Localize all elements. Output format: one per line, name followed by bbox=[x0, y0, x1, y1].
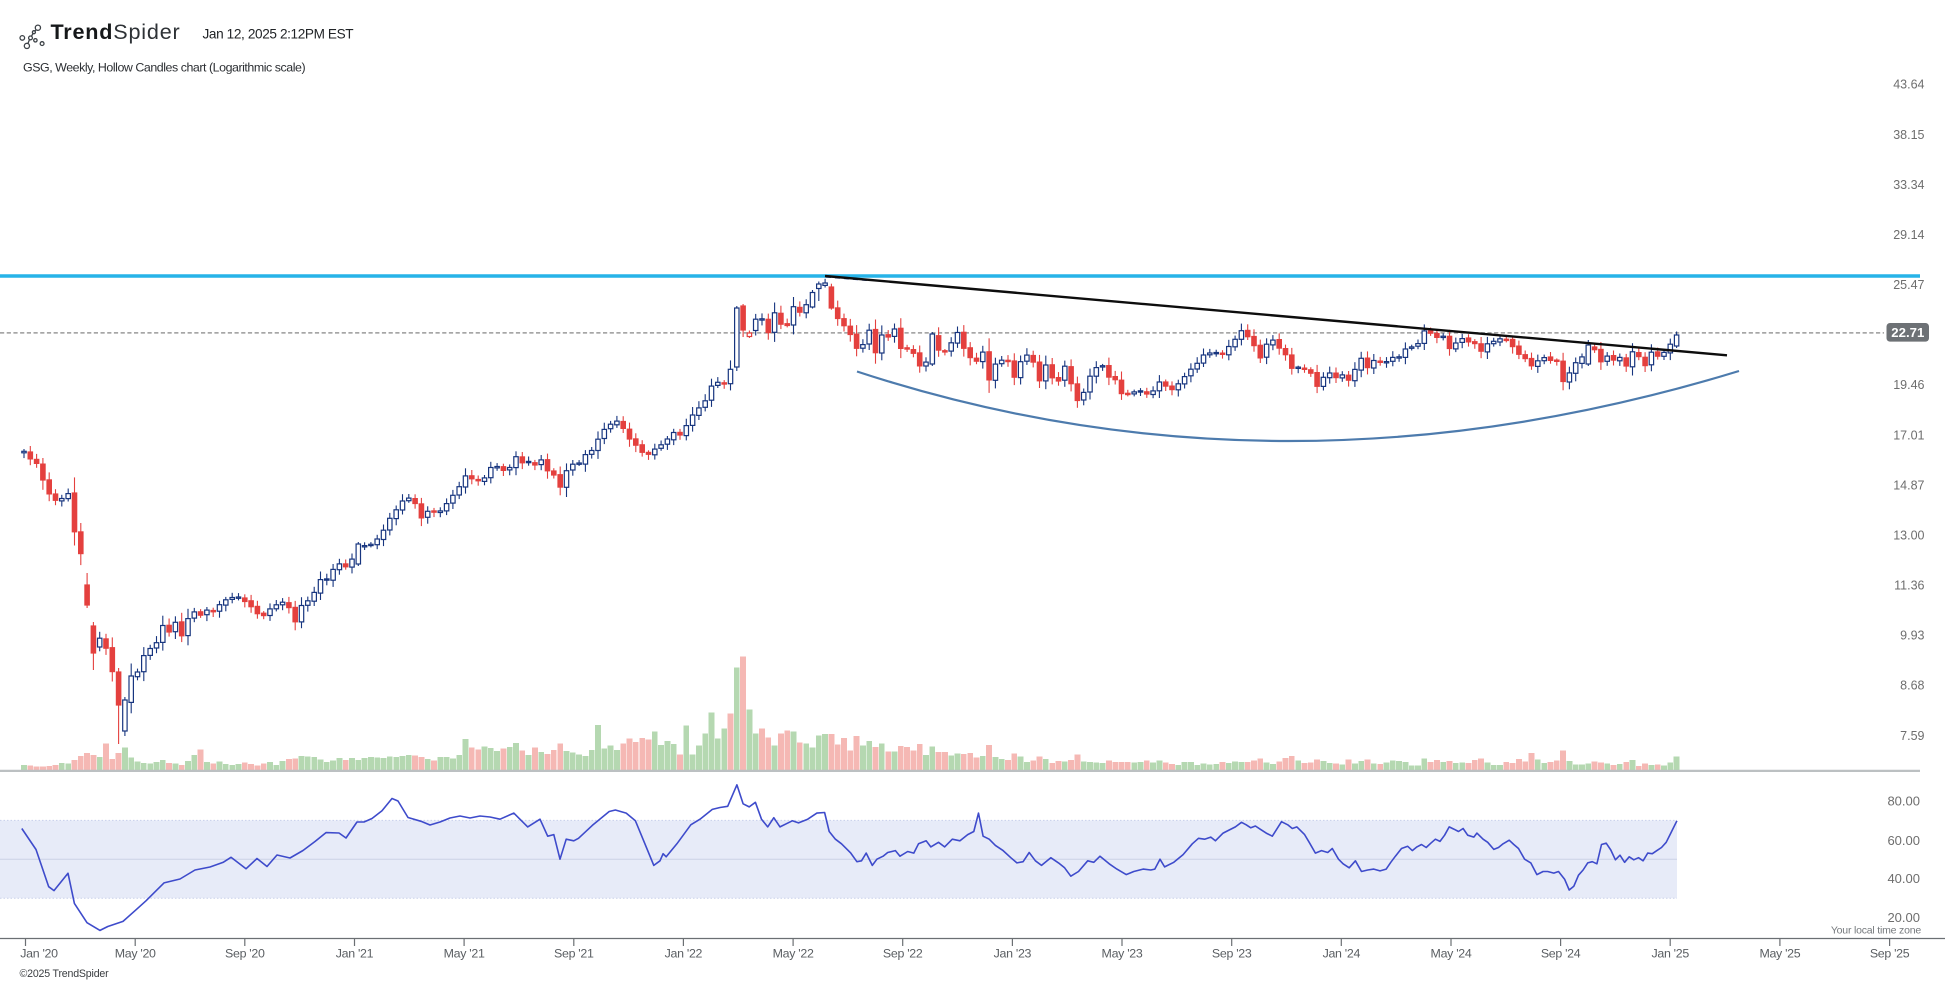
svg-text:May '21: May '21 bbox=[444, 947, 485, 961]
svg-text:Sep '21: Sep '21 bbox=[554, 947, 594, 961]
svg-text:Jan 12, 2025 2:12PM EST: Jan 12, 2025 2:12PM EST bbox=[203, 27, 354, 42]
svg-text:TrendSpider: TrendSpider bbox=[51, 19, 181, 44]
svg-text:43.64: 43.64 bbox=[1893, 78, 1924, 92]
svg-text:19.46: 19.46 bbox=[1893, 378, 1924, 392]
svg-text:14.87: 14.87 bbox=[1893, 478, 1924, 492]
svg-text:Sep '22: Sep '22 bbox=[883, 947, 923, 961]
svg-text:Jan '21: Jan '21 bbox=[336, 947, 374, 961]
svg-text:25.47: 25.47 bbox=[1893, 278, 1924, 292]
svg-text:7.59: 7.59 bbox=[1900, 729, 1924, 743]
svg-text:29.14: 29.14 bbox=[1893, 228, 1924, 242]
svg-text:38.15: 38.15 bbox=[1893, 128, 1924, 142]
svg-text:11.36: 11.36 bbox=[1894, 579, 1924, 593]
svg-text:20.00: 20.00 bbox=[1887, 910, 1920, 925]
svg-text:©2025 TrendSpider: ©2025 TrendSpider bbox=[20, 968, 110, 980]
svg-text:Sep '25: Sep '25 bbox=[1870, 947, 1910, 961]
svg-text:40.00: 40.00 bbox=[1887, 871, 1920, 886]
svg-text:60.00: 60.00 bbox=[1887, 833, 1920, 848]
svg-text:8.68: 8.68 bbox=[1900, 679, 1924, 693]
svg-text:May '22: May '22 bbox=[773, 947, 814, 961]
svg-text:Sep '23: Sep '23 bbox=[1212, 947, 1252, 961]
svg-text:Jan '20: Jan '20 bbox=[20, 947, 58, 961]
svg-text:Jan '24: Jan '24 bbox=[1323, 947, 1361, 961]
svg-text:22.71: 22.71 bbox=[1891, 325, 1924, 340]
svg-text:Jan '25: Jan '25 bbox=[1651, 947, 1689, 961]
svg-text:Your local time zone: Your local time zone bbox=[1831, 925, 1922, 937]
svg-text:Jan '22: Jan '22 bbox=[665, 947, 703, 961]
svg-text:Jan '23: Jan '23 bbox=[994, 947, 1032, 961]
svg-text:May '25: May '25 bbox=[1759, 947, 1800, 961]
svg-text:May '20: May '20 bbox=[115, 947, 156, 961]
svg-text:May '24: May '24 bbox=[1431, 947, 1472, 961]
svg-text:May '23: May '23 bbox=[1102, 947, 1143, 961]
svg-text:13.00: 13.00 bbox=[1893, 528, 1924, 542]
svg-text:9.93: 9.93 bbox=[1900, 629, 1924, 643]
svg-text:17.01: 17.01 bbox=[1893, 428, 1924, 442]
svg-text:GSG, Weekly, Hollow Candles ch: GSG, Weekly, Hollow Candles chart (Logar… bbox=[23, 61, 305, 75]
svg-text:Sep '24: Sep '24 bbox=[1541, 947, 1581, 961]
svg-text:33.34: 33.34 bbox=[1893, 178, 1924, 192]
svg-text:80.00: 80.00 bbox=[1887, 794, 1920, 809]
svg-text:Sep '20: Sep '20 bbox=[225, 947, 265, 961]
